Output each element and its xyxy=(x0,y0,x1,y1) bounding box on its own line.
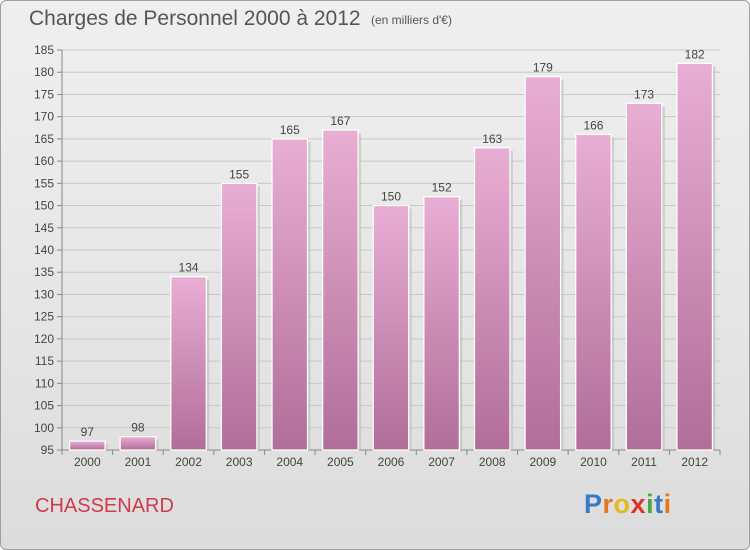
y-tick-label: 115 xyxy=(35,354,54,368)
logo-letter: o xyxy=(613,489,631,519)
x-tick-label: 2011 xyxy=(631,455,657,469)
bar xyxy=(68,440,106,451)
y-tick-label: 170 xyxy=(34,110,54,124)
logo-letter: r xyxy=(602,489,614,519)
x-tick-label: 2000 xyxy=(74,455,101,469)
bar xyxy=(271,138,309,451)
x-tick-label: 2001 xyxy=(125,455,152,469)
y-tick-label: 125 xyxy=(34,310,54,324)
y-tick-label: 145 xyxy=(34,221,54,235)
bar-value-label: 98 xyxy=(131,421,145,435)
bar xyxy=(473,147,511,451)
bar-value-label: 173 xyxy=(634,87,654,101)
chart-unit-note: (en milliers d'€) xyxy=(371,13,452,27)
bar xyxy=(220,182,258,451)
bar-value-label: 182 xyxy=(685,47,705,61)
x-tick-label: 2008 xyxy=(479,455,506,469)
bar-value-label: 179 xyxy=(533,61,553,75)
chart-title: Charges de Personnel 2000 à 2012 xyxy=(29,7,361,30)
bar-value-label: 167 xyxy=(330,114,350,128)
bar-value-label: 155 xyxy=(229,167,249,181)
logo-letter: i xyxy=(663,489,672,519)
x-tick-label: 2005 xyxy=(327,455,354,469)
x-tick-label: 2012 xyxy=(681,455,708,469)
bar xyxy=(423,196,460,451)
x-tick-label: 2007 xyxy=(428,455,455,469)
y-tick-label: 100 xyxy=(34,421,54,435)
y-tick-label: 150 xyxy=(34,199,54,213)
logo-letter: t xyxy=(654,489,664,519)
logo-letter: x xyxy=(630,489,647,519)
y-tick-label: 140 xyxy=(34,243,54,257)
bar-value-label: 163 xyxy=(482,132,502,146)
x-tick-label: 2006 xyxy=(378,455,405,469)
bar xyxy=(322,129,359,451)
bar xyxy=(119,436,157,451)
bar-value-label: 165 xyxy=(280,123,300,137)
bar xyxy=(676,62,714,451)
logo-letter: i xyxy=(646,489,655,519)
bar xyxy=(372,204,410,451)
x-tick-label: 2004 xyxy=(276,455,303,469)
bar-value-label: 134 xyxy=(179,261,199,275)
x-tick-label: 2009 xyxy=(529,455,556,469)
bar xyxy=(524,76,562,451)
bar-value-label: 150 xyxy=(381,190,401,204)
y-tick-label: 160 xyxy=(34,154,54,168)
y-tick-label: 175 xyxy=(34,87,54,101)
proxiti-logo[interactable]: Proxiti xyxy=(584,489,672,520)
bar-value-label: 166 xyxy=(583,118,603,132)
y-tick-label: 155 xyxy=(34,176,54,190)
y-tick-label: 110 xyxy=(35,376,54,390)
y-tick-label: 120 xyxy=(34,332,54,346)
y-tick-label: 95 xyxy=(41,443,55,457)
bar xyxy=(170,276,207,451)
x-tick-label: 2002 xyxy=(175,455,202,469)
bar xyxy=(625,102,663,451)
commune-name: CHASSENARD xyxy=(35,495,174,517)
y-tick-label: 135 xyxy=(34,265,54,279)
y-tick-label: 185 xyxy=(34,43,54,57)
x-tick-label: 2003 xyxy=(226,455,253,469)
bar-value-label: 152 xyxy=(432,181,452,195)
y-tick-label: 180 xyxy=(34,65,54,79)
y-tick-label: 130 xyxy=(34,287,54,301)
bar xyxy=(575,133,612,451)
y-tick-label: 105 xyxy=(34,399,54,413)
y-tick-label: 165 xyxy=(34,132,54,146)
logo-letter: P xyxy=(584,489,603,519)
x-tick-label: 2010 xyxy=(580,455,607,469)
bar-value-label: 97 xyxy=(81,425,95,439)
